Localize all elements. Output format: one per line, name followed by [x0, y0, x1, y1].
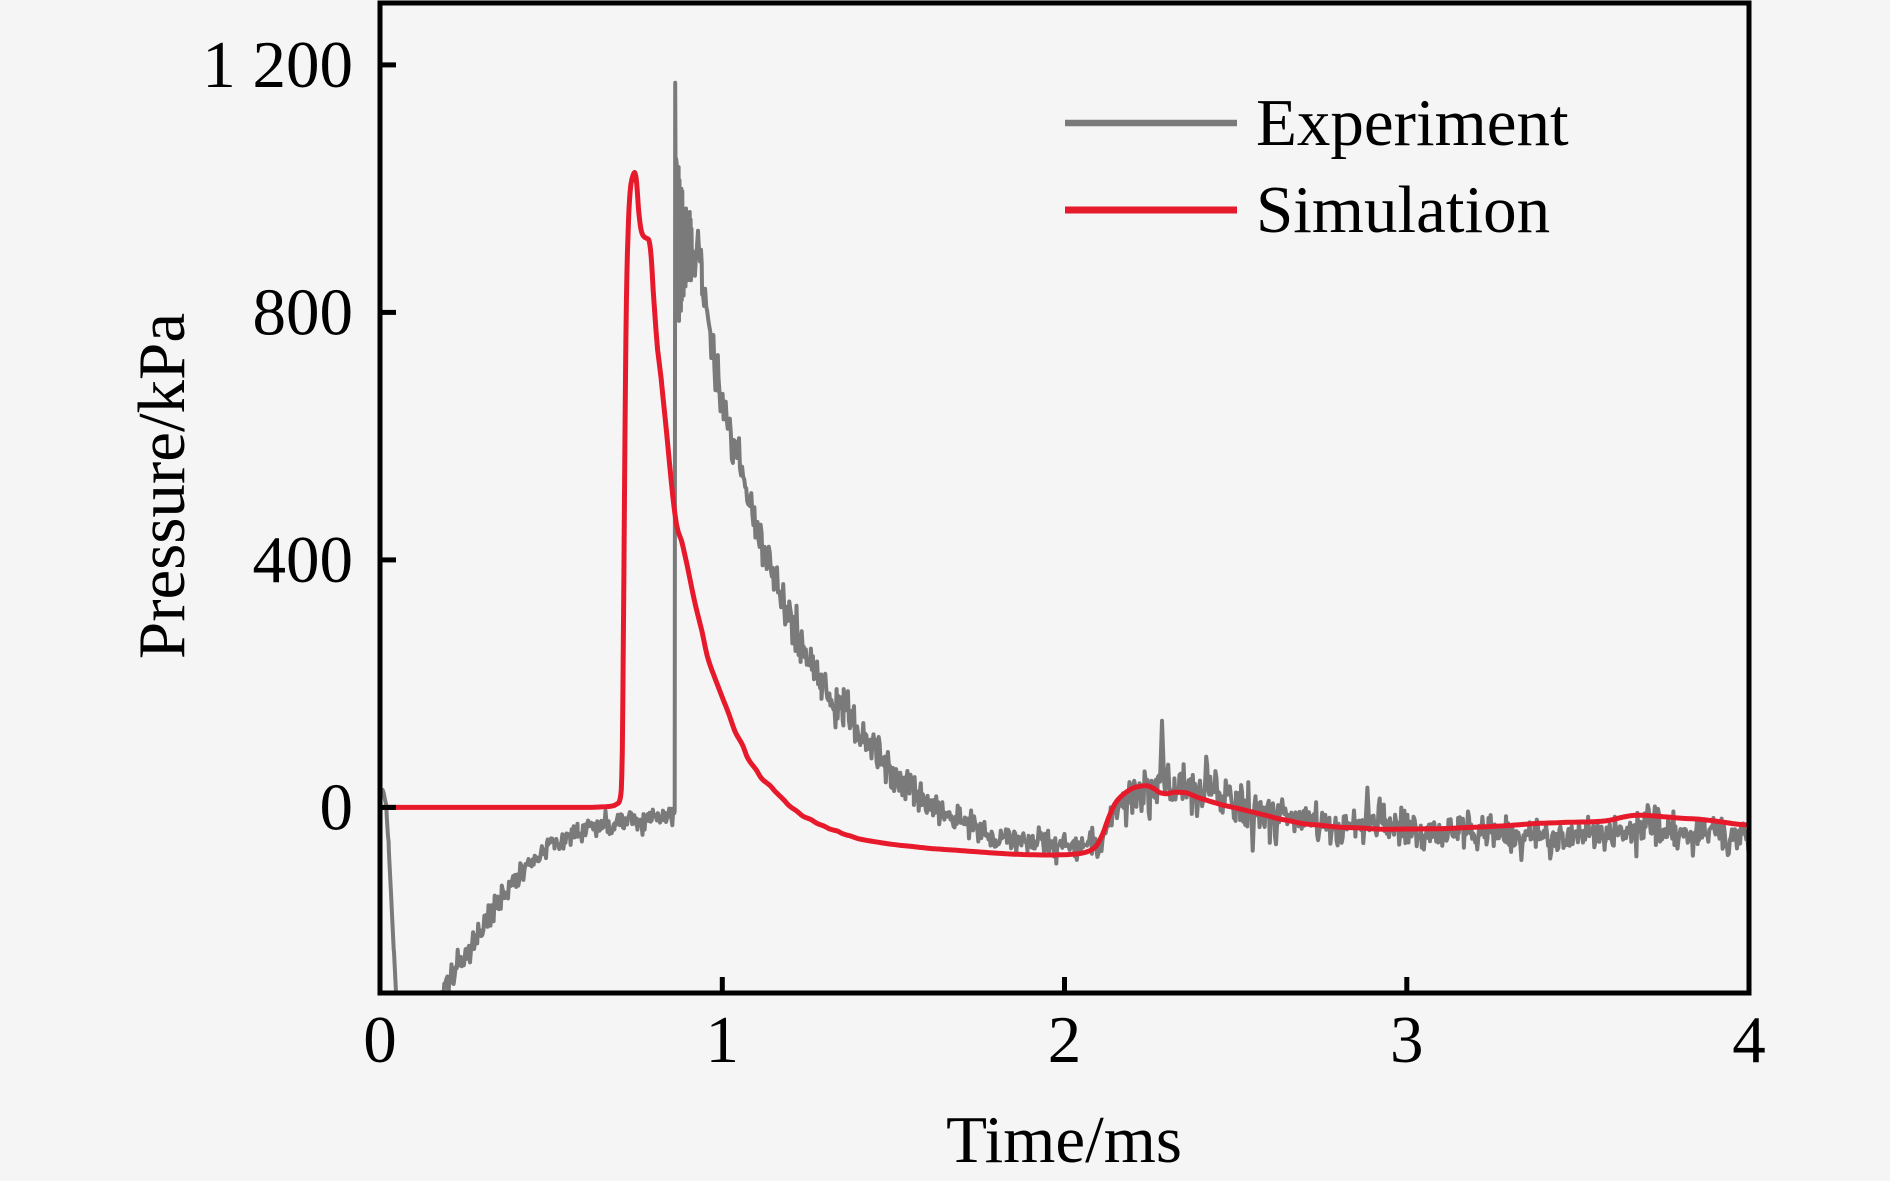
legend: Experiment Simulation — [1065, 86, 1569, 247]
y-tick-label-1200: 1 200 — [202, 28, 353, 102]
experiment-line — [380, 80, 1749, 993]
simulation-line — [380, 170, 1749, 858]
x-tick-label-2: 2 — [1048, 1003, 1082, 1077]
ticks-layer — [377, 62, 1752, 993]
x-tick-label-0: 0 — [363, 1003, 397, 1077]
x-tick-label-1: 1 — [706, 1003, 740, 1077]
y-tick-label-800: 800 — [253, 275, 354, 349]
legend-label-simulation: Simulation — [1256, 173, 1550, 247]
x-axis-title: Time/ms — [946, 1103, 1182, 1177]
y-tick-label-400: 400 — [253, 523, 354, 597]
y-axis-title: Pressure/kPa — [125, 313, 199, 659]
tick-labels-layer: 0 1 2 3 4 0 400 800 1 200 — [202, 28, 1766, 1077]
series-layer — [380, 80, 1749, 993]
x-tick-label-4: 4 — [1732, 1003, 1766, 1077]
x-tick-label-3: 3 — [1390, 1003, 1424, 1077]
y-tick-label-0: 0 — [320, 770, 354, 844]
legend-label-experiment: Experiment — [1256, 86, 1569, 160]
